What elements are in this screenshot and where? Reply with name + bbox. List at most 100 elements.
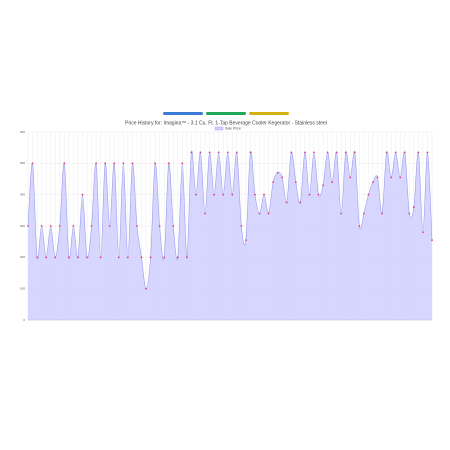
price-point	[394, 151, 397, 154]
price-point	[176, 256, 179, 259]
price-point	[131, 162, 134, 165]
price-point	[86, 256, 88, 259]
price-point	[290, 151, 293, 154]
price-point	[372, 181, 374, 184]
price-point	[390, 176, 393, 179]
price-point	[422, 231, 424, 234]
price-point	[294, 181, 297, 184]
price-point	[77, 256, 79, 259]
price-point	[213, 193, 216, 196]
price-point	[331, 181, 334, 184]
price-point	[317, 193, 320, 196]
price-point	[385, 151, 388, 154]
price-point	[199, 151, 202, 154]
price-point	[149, 256, 152, 259]
price-point	[272, 181, 275, 184]
y-tick-label: 600	[20, 130, 25, 134]
legend-label: Sale Price	[225, 127, 241, 131]
price-point	[353, 151, 356, 154]
price-point	[276, 171, 279, 174]
price-point	[140, 256, 143, 259]
price-point	[195, 193, 197, 196]
price-point	[367, 193, 370, 196]
price-point	[281, 176, 284, 179]
price-point	[299, 201, 302, 204]
price-point	[340, 212, 343, 215]
price-point	[117, 256, 120, 259]
price-point	[344, 151, 347, 154]
price-point	[254, 193, 256, 196]
price-point	[136, 225, 138, 227]
price-point	[158, 225, 161, 227]
price-point	[244, 239, 247, 242]
price-point	[222, 193, 225, 196]
price-point	[322, 184, 324, 187]
price-point	[122, 162, 125, 165]
price-point	[167, 162, 170, 165]
price-point	[249, 151, 252, 154]
price-point	[303, 151, 306, 154]
price-point	[49, 225, 52, 227]
area-fill	[28, 150, 432, 320]
price-point	[72, 225, 75, 227]
nav-bar-blue	[163, 112, 203, 115]
y-tick-label: 300	[20, 224, 25, 228]
price-point	[313, 151, 315, 154]
price-point	[204, 212, 206, 215]
y-tick-label: 0	[23, 318, 25, 322]
price-point	[335, 151, 338, 154]
price-point	[54, 256, 57, 259]
price-point	[163, 256, 166, 259]
price-point	[308, 193, 311, 196]
price-point	[63, 162, 66, 165]
price-point	[240, 225, 243, 227]
price-point	[67, 256, 70, 259]
price-point	[412, 206, 415, 209]
price-point	[226, 151, 229, 154]
price-point	[113, 162, 116, 165]
legend-swatch	[214, 126, 224, 131]
price-point	[58, 225, 61, 227]
price-point	[126, 256, 129, 259]
price-point	[267, 212, 270, 215]
chart-title: Price History for: Imagina™ - 3.1 Cu. Ft…	[125, 120, 327, 126]
price-point	[431, 239, 433, 242]
plot: 0 100 200 300 400 500 600	[20, 130, 433, 322]
y-tick-label: 100	[20, 286, 25, 290]
price-point	[108, 225, 111, 227]
price-point	[426, 151, 429, 154]
price-point	[190, 151, 193, 154]
price-point	[31, 162, 34, 165]
price-point	[95, 162, 97, 165]
price-point	[349, 176, 352, 179]
price-point	[235, 151, 238, 154]
y-tick-label: 200	[20, 255, 25, 259]
price-point	[181, 162, 184, 165]
price-point	[417, 151, 420, 154]
price-point	[145, 287, 147, 290]
price-point	[27, 225, 29, 227]
price-point	[81, 193, 84, 196]
price-point	[381, 212, 383, 215]
price-point	[40, 225, 43, 227]
nav-bar-green	[206, 112, 246, 115]
price-point	[217, 151, 220, 154]
price-point	[399, 176, 402, 179]
price-point	[172, 225, 175, 227]
price-point	[326, 151, 329, 154]
y-tick-label: 500	[20, 161, 25, 165]
price-point	[90, 225, 93, 227]
price-point	[99, 256, 102, 259]
price-point	[263, 193, 265, 196]
nav-bar-yellow	[249, 112, 289, 115]
price-point	[363, 212, 365, 215]
price-point	[376, 176, 379, 179]
price-point	[154, 162, 157, 165]
price-point	[36, 256, 38, 259]
price-point	[403, 151, 406, 154]
price-point	[258, 212, 261, 215]
y-tick-label: 400	[20, 192, 25, 196]
price-point	[45, 256, 48, 259]
